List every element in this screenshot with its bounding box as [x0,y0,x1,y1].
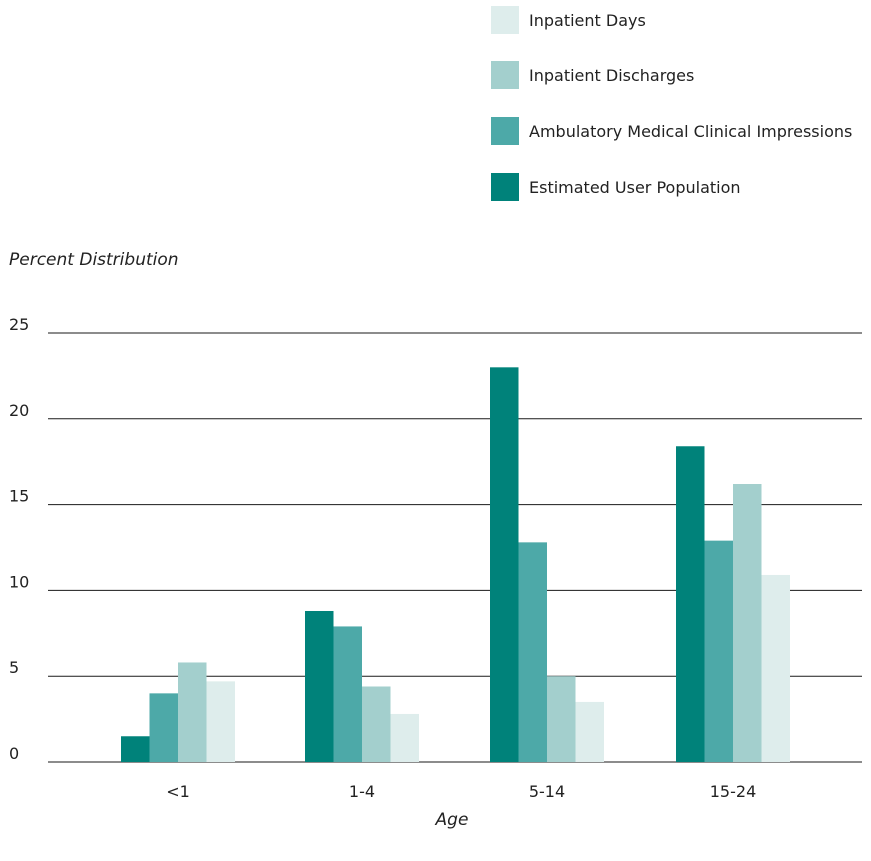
bar-inpatient-days-3 [761,574,790,762]
legend-label: Estimated User Population [529,178,741,197]
bar-ambulatory-medical-clinical-impressions-2 [518,542,547,762]
x-category-label: 15-24 [710,782,757,801]
bar-ambulatory-medical-clinical-impressions-1 [333,626,362,762]
legend-swatch [491,61,519,89]
x-category-label: 5-14 [529,782,565,801]
bar-estimated-user-population-0 [121,736,150,762]
chart-legend: Inpatient Days Inpatient Discharges Ambula… [491,6,852,201]
bar-ambulatory-medical-clinical-impressions-0 [149,693,178,762]
bar-inpatient-days-1 [390,713,419,762]
x-category-label: 1-4 [349,782,375,801]
bar-inpatient-days-2 [575,701,604,762]
bar-ambulatory-medical-clinical-impressions-3 [704,540,733,762]
y-tick-label: 0 [9,744,19,763]
y-tick-label: 15 [9,487,29,506]
bar-inpatient-discharges-2 [547,676,576,762]
bar-estimated-user-population-3 [676,446,705,762]
bar-inpatient-days-0 [206,681,235,762]
legend-swatch [491,117,519,145]
x-category-label: <1 [166,782,190,801]
x-axis-title: Age [435,810,469,830]
legend-swatch [491,6,519,34]
bar-inpatient-discharges-1 [362,686,391,762]
legend-label: Inpatient Days [529,11,646,30]
bar-estimated-user-population-2 [490,367,519,762]
y-tick-label: 5 [9,658,19,677]
bar-series [121,367,790,762]
y-tick-label: 20 [9,401,29,420]
y-tick-label: 25 [9,315,29,334]
y-tick-label: 10 [9,572,29,591]
legend-swatch [491,173,519,201]
bar-inpatient-discharges-0 [178,662,207,762]
y-axis-title: Percent Distribution [9,250,179,270]
legend-label: Ambulatory Medical Clinical Impressions [529,122,852,141]
legend-label: Inpatient Discharges [529,66,694,85]
bar-estimated-user-population-1 [305,610,334,762]
x-axis-categories: <1 1-4 5-14 15-24 [166,782,756,801]
y-axis-ticks: 0 5 10 15 20 25 [9,315,29,763]
bar-inpatient-discharges-3 [733,484,762,762]
